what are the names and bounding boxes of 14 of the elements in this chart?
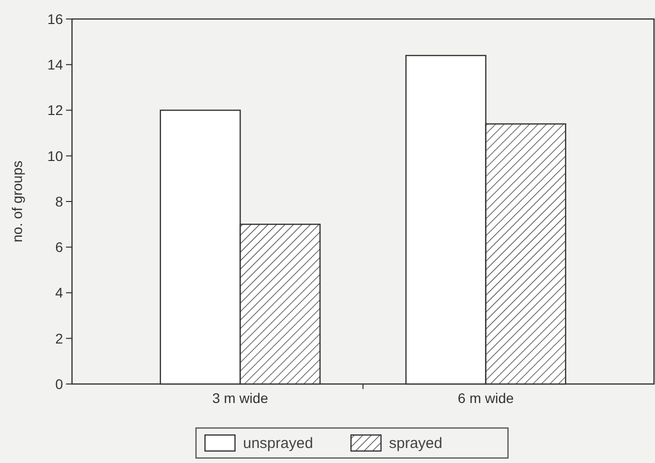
y-tick-label: 10 <box>47 148 64 164</box>
x-tick-label: 3 m wide <box>212 390 268 406</box>
legend-label: unsprayed <box>243 435 314 452</box>
y-tick-label: 12 <box>47 102 64 118</box>
y-tick-label: 14 <box>47 56 64 73</box>
legend-label: sprayed <box>389 435 442 452</box>
y-tick-label: 2 <box>55 330 64 346</box>
y-tick-label: 6 <box>55 239 64 256</box>
x-tick-label: 6 m wide <box>458 390 514 406</box>
y-tick-label: 8 <box>55 193 64 210</box>
y-axis-title: no. of groups <box>9 160 25 242</box>
y-tick-label: 0 <box>55 376 64 392</box>
y-tick-label: 4 <box>55 284 64 301</box>
y-tick-label: 16 <box>47 10 64 27</box>
